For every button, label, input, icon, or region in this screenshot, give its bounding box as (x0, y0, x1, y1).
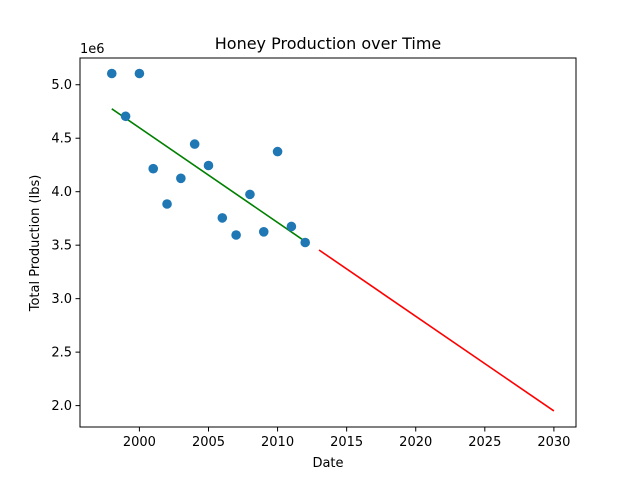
axes-frame (79, 57, 577, 428)
data-point (106, 68, 117, 79)
x-tick-label: 2025 (468, 435, 501, 450)
data-point (217, 213, 228, 223)
data-point (231, 230, 241, 240)
trend-line-1 (111, 108, 306, 243)
y-tick-label: 5.0 (51, 78, 72, 93)
data-point (300, 237, 311, 248)
data-point (203, 160, 214, 171)
y-axis-label: Total Production (lbs) (28, 175, 43, 313)
data-point (286, 221, 297, 232)
data-point (120, 111, 131, 122)
y-tick-label: 4.5 (51, 132, 72, 147)
y-tick-label: 4.0 (51, 185, 72, 200)
x-tick-label: 2015 (330, 435, 363, 450)
data-point (189, 139, 200, 149)
x-axis-label: Date (312, 456, 343, 471)
x-axis-ticks: 2000 2005 2010 2015 2020 2025 2030 (123, 427, 570, 450)
x-tick-label: 2020 (399, 435, 432, 450)
y-tick-label: 3.0 (51, 292, 72, 307)
y-axis-offset-label: 1e6 (80, 42, 105, 57)
scatter-points (106, 68, 311, 248)
chart-title: Honey Production over Time (215, 34, 442, 53)
data-point (134, 68, 145, 79)
data-point (176, 173, 186, 184)
x-tick-label: 2000 (123, 435, 156, 450)
data-point (162, 199, 172, 209)
x-tick-label: 2005 (192, 435, 225, 450)
data-point (245, 189, 255, 200)
y-tick-label: 3.5 (51, 239, 72, 254)
data-point (148, 163, 159, 174)
trend-line-2 (318, 249, 555, 412)
data-point (272, 146, 283, 157)
y-tick-label: 2.0 (51, 399, 72, 414)
x-tick-label: 2030 (537, 435, 570, 450)
y-axis-ticks: 2.0 2.5 3.0 3.5 4.0 4.5 5.0 (51, 78, 80, 414)
x-tick-label: 2010 (261, 435, 294, 450)
data-point (258, 227, 269, 237)
y-tick-label: 2.5 (51, 346, 72, 361)
series-lines (111, 108, 555, 412)
